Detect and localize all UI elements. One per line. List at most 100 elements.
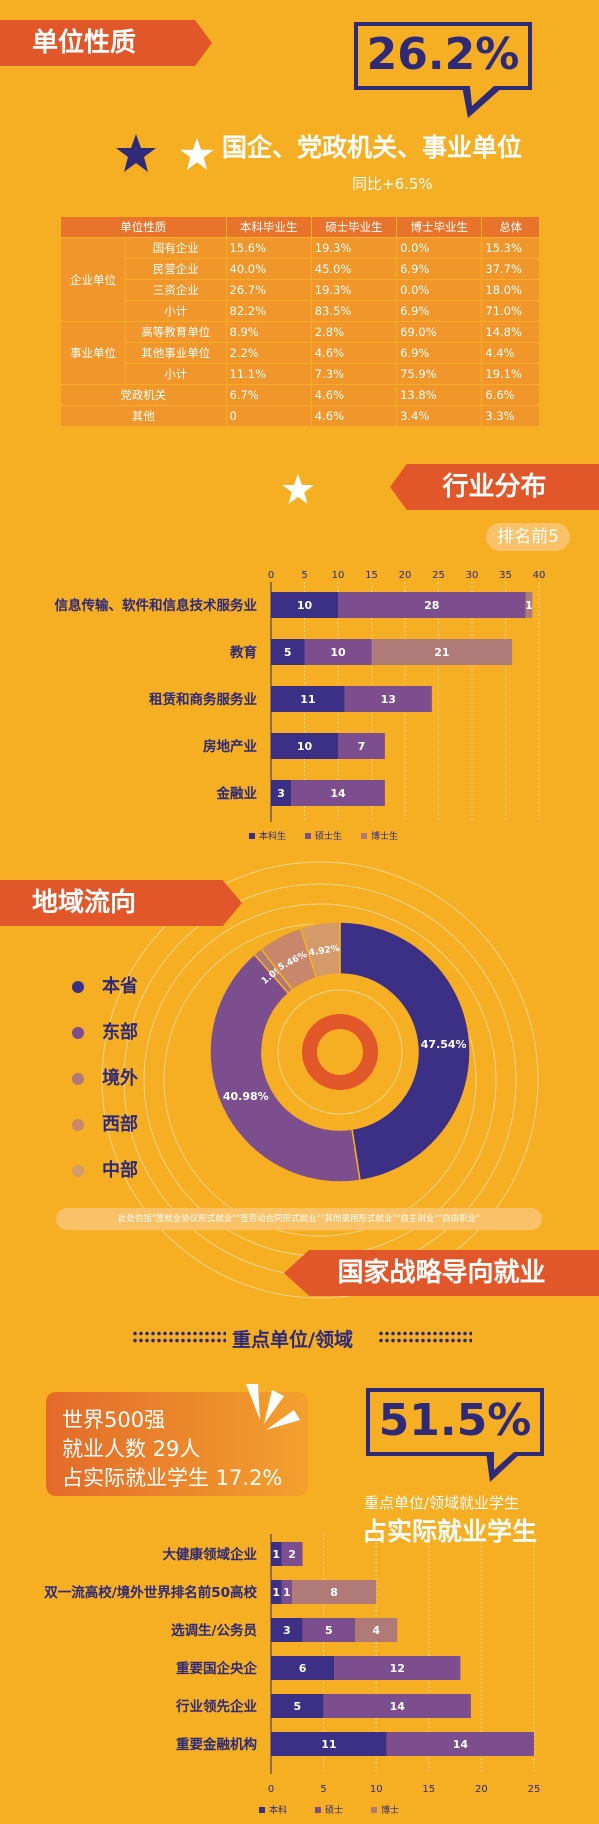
bar-value-label: 1: [272, 1586, 280, 1599]
table-cell: 8.9%: [225, 321, 312, 343]
table-cell: 14.8%: [481, 321, 540, 343]
legend-label: 硕士: [325, 1804, 343, 1816]
region-legend-label: 中部: [102, 1160, 138, 1181]
dots-right-decoration: [378, 1330, 472, 1344]
table-row-label: 其他: [60, 405, 227, 427]
bar-segment: [338, 592, 526, 618]
strategy-big-percent: 51.5%: [366, 1388, 544, 1456]
bar-segment: [292, 1580, 377, 1604]
table-cell: 19.3%: [310, 237, 398, 259]
category-label: 重要金融机构: [176, 1736, 257, 1753]
bar-value-label: 7: [358, 740, 366, 753]
bar-value-label: 3: [277, 787, 285, 800]
bar-value-label: 21: [434, 646, 449, 659]
donut-value-label: 47.54%: [421, 1038, 467, 1051]
table-header: 硕士毕业生: [310, 216, 398, 238]
bar-segment: [291, 780, 385, 806]
bar-segment: [323, 1694, 471, 1718]
x-tick-label: 5: [320, 1784, 326, 1795]
legend-dot-icon: [72, 1165, 84, 1177]
bar-value-label: 5: [293, 1700, 301, 1713]
table-cell: 3.4%: [396, 405, 483, 427]
region-legend-label: 境外: [102, 1068, 138, 1089]
table-cell: 19.1%: [481, 363, 540, 385]
bar-value-label: 6: [299, 1662, 307, 1675]
region-legend-item: 境外: [72, 1064, 138, 1090]
bar-segment: [344, 686, 432, 712]
table-cell: 7.3%: [310, 363, 398, 385]
category-label: 重要国企央企: [176, 1660, 257, 1677]
bar-segment: [525, 592, 533, 618]
donut-value-label: 40.98%: [223, 1090, 269, 1103]
legend-swatch: [259, 1807, 265, 1813]
table-row: 三资企业 26.7% 19.3% 0.0% 18.0%: [61, 279, 540, 301]
category-label: 房地产业: [203, 738, 257, 755]
fortune500-box: [46, 1392, 308, 1496]
table-row-label: 国有企业: [125, 237, 227, 259]
bar-segment: [386, 1732, 534, 1756]
speech-tail-icon: [462, 86, 504, 118]
bar-value-label: 3: [283, 1624, 291, 1637]
table-group-label: 企业单位: [60, 237, 126, 322]
bar-segment: [355, 1618, 398, 1642]
bar-segment: [271, 1732, 387, 1756]
bar-segment: [271, 1618, 303, 1642]
table-cell: 69.0%: [396, 321, 483, 343]
table-row-label: 小计: [125, 300, 227, 322]
bar-value-label: 4: [372, 1624, 380, 1637]
table-row-label: 其他事业单位: [125, 342, 227, 364]
legend-label: 硕士生: [315, 830, 342, 842]
sparkle-icon: [246, 1384, 300, 1430]
bar-value-label: 14: [453, 1738, 469, 1751]
x-tick-label: 40: [533, 570, 546, 581]
legend-swatch: [305, 833, 311, 839]
speech-tail-icon: [486, 1452, 522, 1482]
table-header-row: 单位性质 本科毕业生 硕士毕业生 博士毕业生 总体: [60, 216, 540, 238]
table-cell: 0.0%: [396, 237, 483, 259]
table-group-label: 事业单位: [60, 321, 126, 385]
bar-segment: [338, 733, 385, 759]
category-label: 租赁和商务服务业: [149, 691, 257, 708]
table-row-label: 党政机关: [60, 384, 227, 406]
bar-segment: [281, 1580, 293, 1604]
table-row-label: 高等教育单位: [125, 321, 227, 343]
region-legend-label: 东部: [102, 1022, 138, 1043]
table-cell: 4.6%: [310, 384, 398, 406]
bar-value-label: 1: [283, 1586, 291, 1599]
legend-swatch: [249, 833, 255, 839]
bar-value-label: 11: [321, 1738, 336, 1751]
table-cell: 45.0%: [310, 258, 398, 280]
table-row: 小计 11.1% 7.3% 75.9% 19.1%: [61, 363, 540, 385]
legend-label: 本科: [269, 1804, 287, 1816]
legend-dot-icon: [72, 981, 84, 993]
bar-value-label: 10: [330, 646, 346, 659]
table-cell: 3.3%: [481, 405, 540, 427]
table-cell: 75.9%: [396, 363, 483, 385]
bar-value-label: 14: [390, 1700, 406, 1713]
bar-value-label: 2: [288, 1548, 296, 1561]
unit-subtext: 同比+6.5%: [352, 175, 433, 193]
region-legend-label: 本省: [102, 976, 138, 997]
dots-left-decoration: [132, 1330, 226, 1344]
region-legend-item: 西部: [72, 1110, 138, 1136]
legend-swatch: [361, 833, 367, 839]
table-cell: 11.1%: [225, 363, 312, 385]
key-units-subtitle: 重点单位/领域: [232, 1329, 353, 1351]
x-tick-label: 30: [466, 570, 479, 581]
table-cell: 82.2%: [225, 300, 312, 322]
table-cell: 19.3%: [310, 279, 398, 301]
table-cell: 15.3%: [481, 237, 540, 259]
navy-star-icon: [116, 134, 156, 172]
unit-headline: 国企、党政机关、事业单位: [222, 133, 523, 162]
legend-swatch: [371, 1807, 377, 1813]
table-cell: 4.6%: [310, 342, 398, 364]
x-tick-label: 0: [268, 570, 274, 581]
bar-segment: [371, 639, 513, 665]
category-label: 双一流高校/境外世界排名前50高校: [44, 1584, 257, 1601]
table-cell: 4.4%: [481, 342, 540, 364]
category-label: 大健康领域企业: [163, 1546, 258, 1563]
strategy-caption1: 重点单位/领域就业学生: [364, 1494, 520, 1512]
table-cell: 0.0%: [396, 279, 483, 301]
bar-value-label: 8: [330, 1586, 338, 1599]
table-cell: 0: [225, 405, 312, 427]
